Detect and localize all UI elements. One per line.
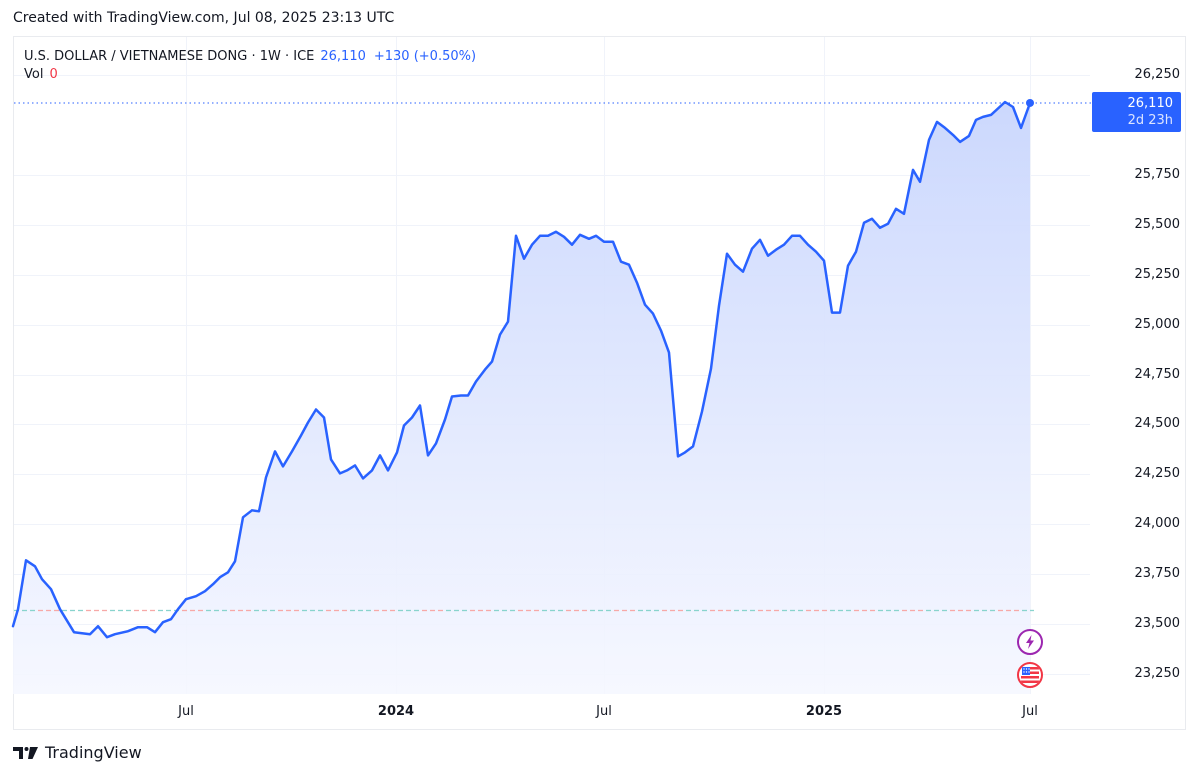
price-line xyxy=(11,100,1032,639)
volume-label[interactable]: Vol xyxy=(24,67,44,82)
price-axis-label: 24,250 xyxy=(1134,466,1181,482)
symbol-title[interactable]: U.S. DOLLAR / VIETNAMESE DONG · 1W · ICE xyxy=(24,49,315,64)
price-change: +130 (+0.50%) xyxy=(373,49,477,64)
price-tag-value: 26,110 xyxy=(1127,96,1174,111)
price-axis-label: 23,500 xyxy=(1134,616,1181,632)
price-axis-label: 26,250 xyxy=(1134,67,1181,82)
price-axis-label: 25,000 xyxy=(1134,316,1181,332)
price-axis-label: 23,250 xyxy=(1134,666,1181,682)
price-axis-label: 24,500 xyxy=(1134,416,1181,432)
price-axis-label: 25,500 xyxy=(1134,216,1181,232)
volume-value: 0 xyxy=(49,67,58,82)
tradingview-wordmark: TradingView xyxy=(45,743,142,762)
last-price-dot xyxy=(1026,98,1034,107)
price-axis-label: 24,000 xyxy=(1134,516,1181,532)
lightning-icon[interactable] xyxy=(1017,629,1043,655)
price-axis-label: 24,750 xyxy=(1134,366,1181,382)
time-axis-label: 2024 xyxy=(377,704,415,719)
tradingview-logo[interactable]: TradingView xyxy=(13,743,142,762)
us-flag-icon[interactable] xyxy=(1017,662,1043,688)
time-axis-label: Jul xyxy=(178,704,194,719)
bar-countdown: 2d 23h xyxy=(1127,113,1173,128)
price-area-fill xyxy=(13,102,1030,694)
last-price: 26,110 xyxy=(320,49,366,64)
last-price-tag: 26,110 2d 23h xyxy=(1092,92,1181,132)
price-axis-label: 25,750 xyxy=(1134,166,1181,182)
chart-frame xyxy=(13,36,1186,730)
created-with-credit: Created with TradingView.com, Jul 08, 20… xyxy=(13,10,395,26)
price-axis-label: 23,750 xyxy=(1134,566,1181,582)
time-axis-label: Jul xyxy=(1022,704,1038,719)
price-axis-label: 25,250 xyxy=(1134,266,1181,282)
time-axis-label: 2025 xyxy=(805,704,843,719)
time-axis-label: Jul xyxy=(596,704,612,719)
chart-legend: U.S. DOLLAR / VIETNAMESE DONG · 1W · ICE… xyxy=(24,48,476,84)
tradingview-mark-icon xyxy=(13,746,38,759)
